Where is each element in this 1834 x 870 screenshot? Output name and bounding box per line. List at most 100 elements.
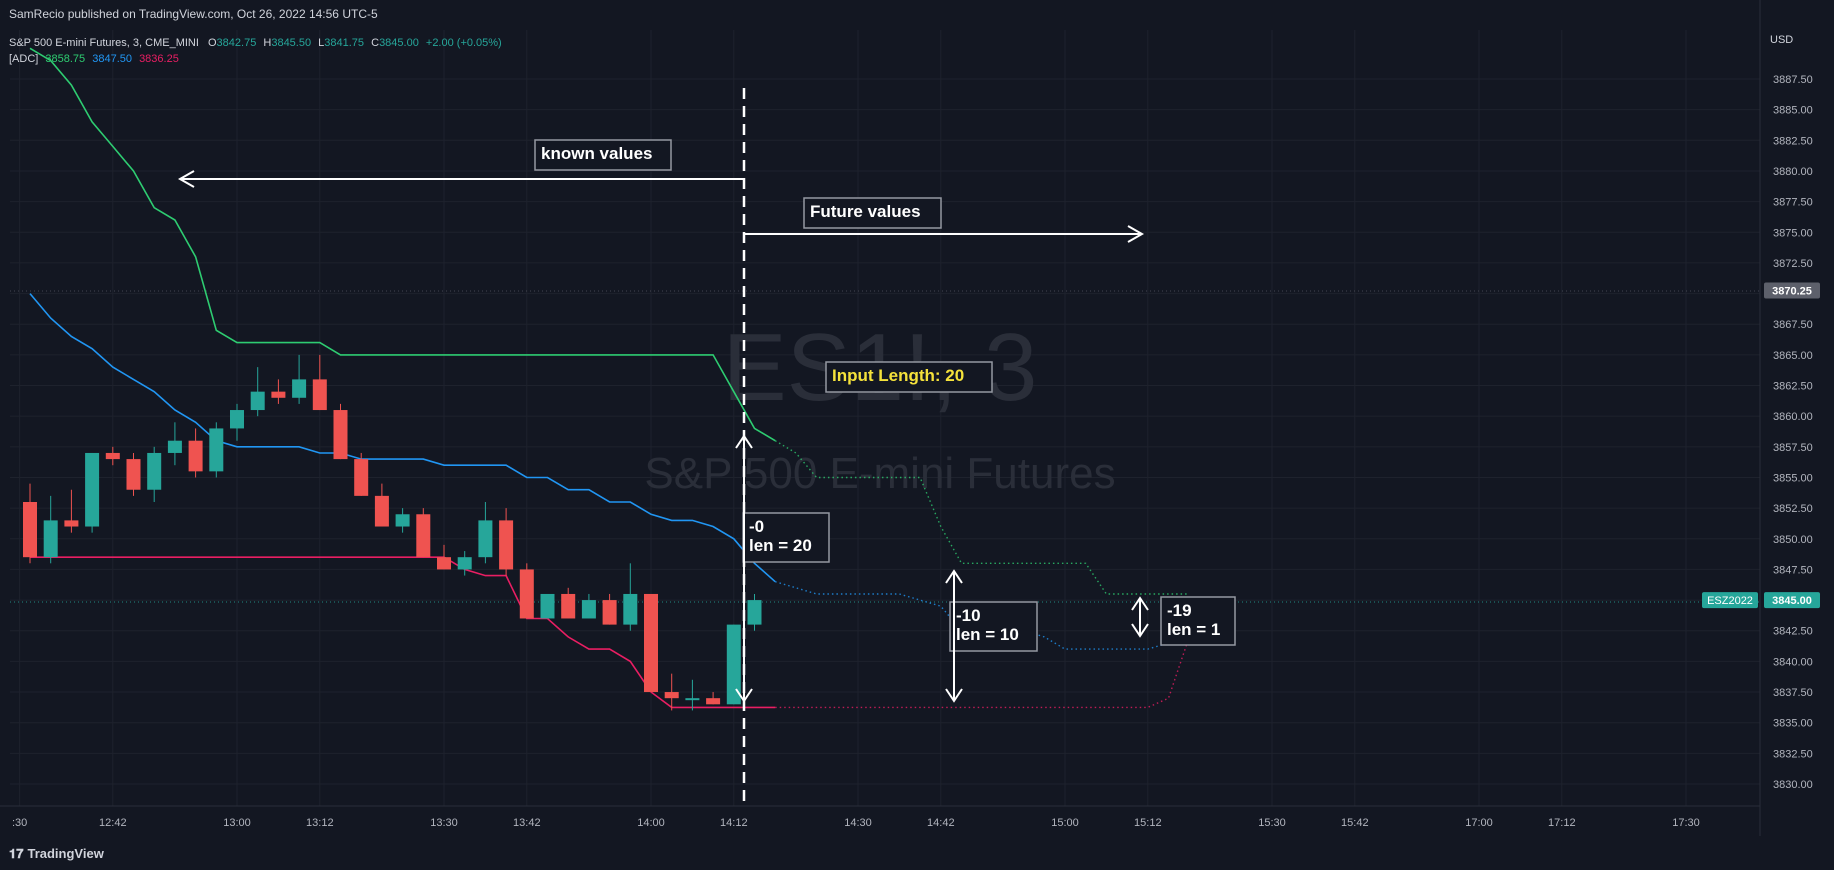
candle-body <box>478 520 493 558</box>
legend-middle-value: 3847.50 <box>92 53 132 65</box>
candle[interactable] <box>706 692 721 705</box>
last-price-badge: 3845.00 <box>1772 595 1812 607</box>
footer-bar: 𝟏𝟕 TradingView <box>0 836 1834 870</box>
offset-label-19-text-1: -19 <box>1167 601 1192 620</box>
candle[interactable] <box>602 593 617 625</box>
candle[interactable] <box>43 495 58 564</box>
symbol-badge-bg <box>1702 592 1758 609</box>
x-tick-label: 14:00 <box>637 817 665 829</box>
candle-body <box>250 391 265 411</box>
y-tick-label: 3865.00 <box>1773 350 1813 362</box>
candle[interactable] <box>292 354 307 404</box>
tv-logo-text: TradingView <box>27 846 104 861</box>
legend-indicator-name[interactable]: [ADC] <box>9 53 39 65</box>
lower-band-future <box>775 636 1190 709</box>
candle[interactable] <box>437 544 451 570</box>
candle[interactable] <box>395 508 410 533</box>
candle-body <box>126 459 141 490</box>
y-tick-label: 3885.00 <box>1773 105 1813 117</box>
range-arrow-0-head-bottom <box>735 688 753 703</box>
future-values-label-text-1: Future values <box>810 202 921 221</box>
candle[interactable] <box>312 354 327 411</box>
tradingview-logo[interactable]: 𝟏𝟕 TradingView <box>9 846 104 862</box>
candle[interactable] <box>644 593 658 693</box>
candle[interactable] <box>354 452 369 496</box>
candle-body <box>209 428 224 472</box>
range-arrow-19-head-bottom <box>1131 623 1149 638</box>
y-tick-label: 3832.50 <box>1773 748 1813 760</box>
x-tick-label: 13:00 <box>223 817 251 829</box>
future-values-label-box <box>803 197 942 229</box>
candle-body <box>188 440 203 472</box>
candle[interactable] <box>126 452 141 496</box>
legend-row-symbol: S&P 500 E-mini Futures, 3, CME_MINI O384… <box>9 35 502 51</box>
candle-body <box>354 459 369 496</box>
candle-body <box>519 569 534 619</box>
candle[interactable] <box>271 379 286 404</box>
candle[interactable] <box>519 563 534 619</box>
candle-body <box>230 410 244 429</box>
candle-body <box>747 600 762 625</box>
candle[interactable] <box>457 551 472 576</box>
offset-label-0-text-1: -0 <box>749 517 764 536</box>
candle[interactable] <box>540 593 555 619</box>
candle-body <box>706 698 721 705</box>
candle-body <box>623 593 638 625</box>
x-tick-label: 15:42 <box>1341 817 1369 829</box>
high-price-badge: 3870.25 <box>1772 286 1812 298</box>
candle[interactable] <box>726 624 741 705</box>
candle[interactable] <box>188 428 203 478</box>
range-arrow-10-head-top <box>945 569 963 584</box>
candle-body <box>726 624 741 705</box>
legend-c-value: 3845.00 <box>379 37 419 49</box>
price-chart[interactable]: ES1!, 3 S&P 500 E-mini Futures known val… <box>0 0 1834 836</box>
candle[interactable] <box>478 502 493 564</box>
legend-lower-value: 3836.25 <box>139 53 179 65</box>
candle[interactable] <box>747 593 762 631</box>
price-axis: 3830.00 3832.50 3835.00 3837.50 3840.00 3842.… <box>1702 0 1820 836</box>
upper-band-future <box>774 440 1190 595</box>
candle-body <box>312 379 327 411</box>
candle[interactable] <box>250 367 265 417</box>
candle[interactable] <box>623 563 638 631</box>
candle-body <box>437 557 451 570</box>
candle[interactable] <box>167 422 182 466</box>
y-tick-label: 3877.50 <box>1773 197 1813 209</box>
time-axis: :30 12:42 13:00 13:12 13:30 13:42 14:00 14:12 14… <box>0 805 1760 829</box>
legend-l-value: 3841.75 <box>324 37 365 49</box>
candle[interactable] <box>230 403 244 441</box>
future-arrow-head <box>1127 225 1145 243</box>
x-tick-label: 14:30 <box>844 817 872 829</box>
x-tick-label: 15:30 <box>1258 817 1286 829</box>
candle[interactable] <box>85 452 100 533</box>
candle[interactable] <box>664 673 679 711</box>
candle[interactable] <box>416 508 431 558</box>
symbol-badge: ESZ2022 <box>1707 595 1753 607</box>
y-tick-label: 3867.50 <box>1773 319 1813 331</box>
range-arrow-0-head-top <box>735 434 753 449</box>
candle-body <box>374 495 389 527</box>
candle[interactable] <box>685 679 700 711</box>
candle-body <box>292 379 307 398</box>
candle[interactable] <box>581 593 596 619</box>
offset-label-19-text-2: len = 1 <box>1167 620 1220 639</box>
candle[interactable] <box>64 489 79 533</box>
candle[interactable] <box>499 508 514 576</box>
candle[interactable] <box>23 483 37 564</box>
x-tick-label: 17:00 <box>1465 817 1493 829</box>
candle-body <box>271 391 286 398</box>
candle[interactable] <box>561 587 576 619</box>
candle[interactable] <box>374 483 389 527</box>
candle-body <box>457 557 472 570</box>
candle-body <box>499 520 514 570</box>
candle[interactable] <box>105 446 120 466</box>
candle-body <box>602 600 617 625</box>
candle[interactable] <box>147 446 162 502</box>
candle[interactable] <box>333 403 348 460</box>
legend-c-label: C <box>371 37 380 49</box>
candle-body <box>167 440 182 453</box>
known-values-label-text-1: known values <box>541 144 652 163</box>
offset-label-10-text-2: len = 10 <box>956 625 1019 644</box>
candle[interactable] <box>209 422 224 478</box>
y-tick-label: 3887.50 <box>1773 74 1813 86</box>
